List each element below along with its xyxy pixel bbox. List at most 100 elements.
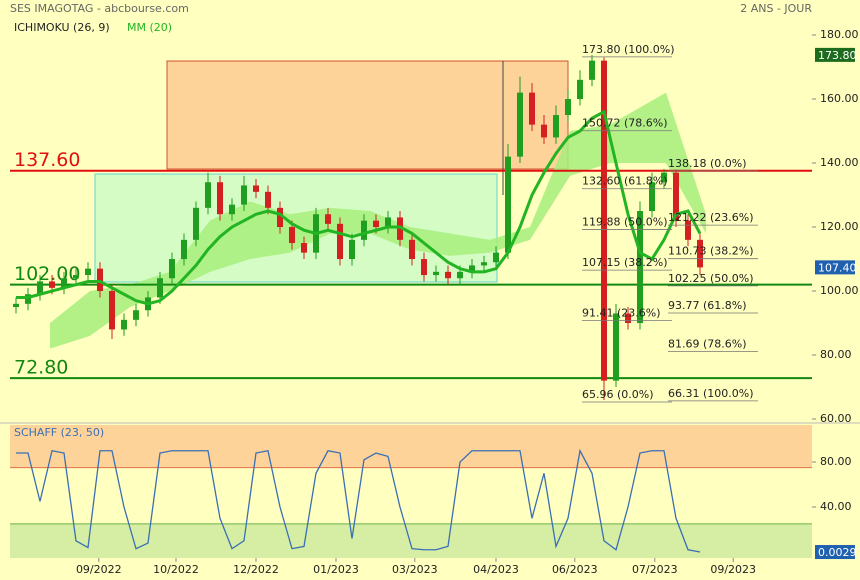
candle-body — [325, 214, 331, 224]
candle-body — [385, 217, 391, 228]
candle-body — [493, 252, 499, 263]
candle-body — [13, 303, 19, 308]
candle-body — [517, 92, 523, 157]
candle-body — [193, 207, 199, 240]
fibonacci-label: 121.22 (23.6%) — [668, 211, 754, 224]
candle-body — [469, 265, 475, 272]
y-tick-label: 40.00 — [820, 500, 852, 513]
fibonacci-label: 173.80 (100.0%) — [582, 43, 675, 56]
candle-body — [133, 310, 139, 320]
x-tick-label: 10/2022 — [153, 563, 199, 576]
schaff-line — [16, 448, 701, 553]
level-label: 137.60 — [14, 149, 80, 171]
candle-body — [433, 271, 439, 276]
price-tag — [815, 260, 855, 275]
candle-body — [661, 172, 667, 183]
candle-body — [649, 182, 655, 212]
candle-body — [289, 227, 295, 244]
candle-body — [577, 79, 583, 100]
candle-body — [673, 172, 679, 221]
drawn-zone — [166, 60, 569, 170]
price-tag-label: 107.40 — [818, 261, 857, 274]
candle-body — [565, 99, 571, 116]
fibonacci-label: 138.18 (0.0%) — [668, 157, 747, 170]
x-tick-label: 12/2022 — [233, 563, 279, 576]
fibonacci-label: 107.15 (38.2%) — [582, 256, 668, 269]
fibonacci-label: 132.60 (61.8%) — [582, 175, 668, 188]
candle-body — [337, 223, 343, 260]
y-tick-label: 80.00 — [820, 455, 852, 468]
candle-body — [589, 60, 595, 80]
x-tick-label: 03/2023 — [392, 563, 438, 576]
candle-body — [505, 156, 511, 253]
chart-subtitle: 2 ANS - JOUR — [740, 2, 812, 15]
candle-body — [685, 220, 691, 240]
legend-entry: MM (20) — [127, 21, 172, 34]
y-tick-label: 100.00 — [820, 284, 859, 297]
candle-body — [157, 278, 163, 298]
y-tick-label: 60.00 — [820, 412, 852, 425]
candle-body — [409, 239, 415, 260]
price-tag-label: 173.80 — [818, 49, 857, 62]
y-tick-label: 160.00 — [820, 92, 859, 105]
candle-body — [277, 207, 283, 228]
value-tag — [815, 545, 855, 560]
y-tick-label: 140.00 — [820, 156, 859, 169]
fibonacci-label: 65.96 (0.0%) — [582, 388, 654, 401]
candle-body — [217, 182, 223, 215]
candle-body — [361, 220, 367, 240]
price-tag — [815, 47, 855, 62]
chart-title: SES IMAGOTAG - abcbourse.com — [10, 2, 189, 15]
y-tick-label: 180.00 — [820, 28, 859, 41]
fibonacci-label: 119.88 (50.0%) — [582, 215, 668, 228]
x-tick-label: 06/2023 — [552, 563, 598, 576]
candle-body — [25, 294, 31, 304]
candle-body — [169, 259, 175, 279]
candle-body — [637, 211, 643, 324]
level-label: 72.80 — [14, 357, 68, 379]
candle-body — [37, 281, 43, 295]
level-label: 102.00 — [14, 263, 80, 285]
candle-body — [445, 271, 451, 279]
y-tick-label: 80.00 — [820, 348, 852, 361]
candle-body — [229, 204, 235, 215]
candle-body — [109, 291, 115, 330]
candle-body — [181, 239, 187, 260]
lower-band — [10, 523, 812, 558]
candle-body — [97, 268, 103, 292]
candle-body — [553, 115, 559, 138]
fibonacci-label: 150.72 (78.6%) — [582, 117, 668, 130]
moving-average — [16, 109, 702, 306]
candle-body — [241, 185, 247, 205]
candle-body — [457, 271, 463, 279]
candle-body — [613, 313, 619, 381]
fibonacci-label: 93.77 (61.8%) — [668, 299, 747, 312]
panel-title: SCHAFF (23, 50) — [14, 426, 104, 439]
x-tick-label: 01/2023 — [313, 563, 359, 576]
candle-body — [121, 319, 127, 330]
candle-body — [349, 239, 355, 260]
candle-body — [625, 313, 631, 324]
fibonacci-label: 91.41 (23.6%) — [582, 307, 661, 320]
x-tick-label: 07/2023 — [632, 563, 678, 576]
y-tick-label: 120.00 — [820, 220, 859, 233]
fibonacci-label: 66.31 (100.0%) — [668, 387, 754, 400]
x-tick-label: 09/2022 — [76, 563, 122, 576]
candle-body — [205, 182, 211, 208]
x-tick-label: 04/2023 — [473, 563, 519, 576]
candle-body — [529, 92, 535, 125]
x-tick-label: 09/2023 — [710, 563, 756, 576]
value-tag-label: 0.0029 — [818, 546, 857, 559]
candle-body — [697, 239, 703, 268]
candle-body — [73, 275, 79, 279]
candle-body — [253, 185, 259, 192]
candle-body — [301, 243, 307, 253]
legend-entry: ICHIMOKU (26, 9) — [14, 21, 110, 34]
candle-body — [373, 220, 379, 228]
fibonacci-label: 110.73 (38.2%) — [668, 245, 754, 258]
candle-body — [265, 191, 271, 208]
candle-body — [49, 281, 55, 288]
candle-body — [85, 268, 91, 276]
